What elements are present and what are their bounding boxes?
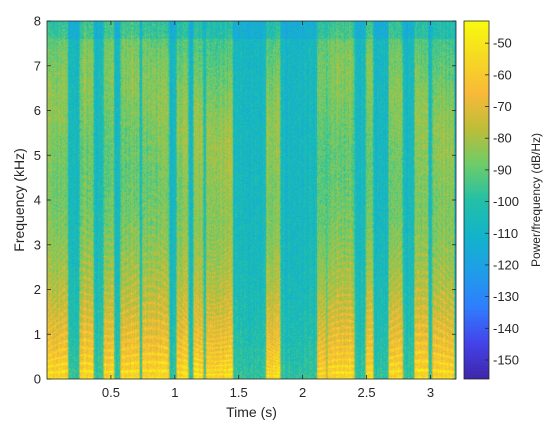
y-tick-label: 3 — [34, 237, 41, 252]
y-tick-label: 1 — [34, 327, 41, 342]
y-tick-label: 2 — [34, 282, 41, 297]
colorbar-tick-label: -80 — [493, 131, 512, 146]
colorbar-tick-label: -100 — [493, 194, 519, 209]
x-tick-label: 2 — [299, 385, 306, 400]
y-tick-label: 6 — [34, 103, 41, 118]
x-tick-label: 0.5 — [102, 385, 120, 400]
x-axis: 0.5 1 1.5 2 2.5 3 — [102, 21, 434, 400]
y-axis-label: Frequency (kHz) — [11, 148, 27, 251]
x-tick-label: 1.5 — [230, 385, 248, 400]
colorbar-axis: -50 -60 -70 -80 -90 -100 -110 -120 -130 -140 -150 — [485, 36, 519, 367]
y-tick-label: 0 — [34, 372, 41, 387]
colorbar-tick-label: -110 — [493, 226, 518, 241]
colorbar-gradient — [464, 21, 489, 379]
x-tick-label: 3 — [427, 385, 434, 400]
spectrogram-heatmap — [47, 21, 456, 379]
x-tick-label: 1 — [171, 385, 178, 400]
colorbar-tick-label: -90 — [493, 162, 512, 177]
colorbar-tick-label: -130 — [493, 289, 519, 304]
y-axis: 0 1 2 3 4 5 6 7 8 — [34, 14, 456, 387]
colorbar-tick-label: -60 — [493, 67, 512, 82]
y-tick-label: 7 — [34, 58, 41, 73]
colorbar-tick-label: -50 — [493, 36, 512, 51]
colorbar-tick-label: -140 — [493, 321, 519, 336]
y-tick-label: 8 — [34, 14, 41, 29]
x-tick-label: 2.5 — [357, 385, 375, 400]
y-tick-label: 5 — [34, 148, 41, 163]
colorbar-frame — [463, 20, 490, 380]
colorbar-tick-label: -120 — [493, 257, 519, 272]
colorbar-tick-label: -150 — [493, 352, 519, 367]
y-tick-label: 4 — [34, 193, 41, 208]
colorbar-tick-label: -70 — [493, 99, 512, 114]
colorbar-label: Power/frequency (dB/Hz) — [529, 133, 543, 267]
x-axis-label: Time (s) — [226, 404, 277, 420]
